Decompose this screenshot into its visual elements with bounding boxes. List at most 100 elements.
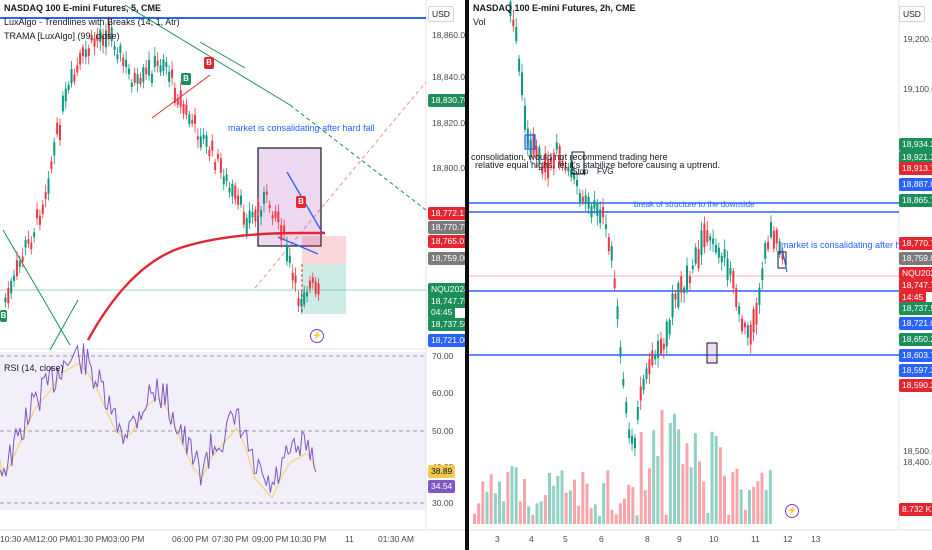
volume-bar — [752, 486, 756, 524]
left-indicator-trama[interactable]: TRAMA [LuxAlgo] (99, close) — [4, 31, 120, 41]
candle-body — [521, 72, 524, 96]
marker-box — [524, 134, 536, 150]
price-label-pill: 18,603.75 — [899, 349, 932, 362]
volume-bar — [748, 489, 751, 524]
price-axis-tick: 18,840.00 — [432, 72, 465, 82]
volume-bar — [693, 433, 697, 524]
candle-body — [13, 275, 16, 281]
candle-body — [194, 114, 197, 124]
volume-bar — [543, 495, 547, 524]
candle-body — [686, 265, 689, 290]
volume-bar — [614, 514, 618, 524]
volume-bar — [527, 506, 531, 524]
volume-bar — [664, 514, 668, 524]
candle-body — [211, 140, 214, 151]
candle-body — [578, 193, 581, 204]
candle-body — [288, 255, 291, 263]
left-chart-canvas[interactable] — [0, 0, 465, 550]
volume-bar — [585, 483, 589, 524]
candle-body — [532, 133, 535, 155]
left-currency-badge[interactable]: USD — [428, 6, 454, 22]
candle-body — [668, 319, 671, 335]
volume-bar — [568, 490, 572, 524]
candle-body — [726, 258, 729, 281]
candle-body — [156, 60, 159, 66]
candle-body — [179, 90, 182, 108]
left-chart-panel[interactable]: NASDAQ 100 E-mini Futures, 5, CME LuxAlg… — [0, 0, 465, 550]
time-axis-tick: 6 — [599, 534, 604, 544]
trendline-blue-lower — [277, 236, 319, 255]
volume-bar — [573, 479, 576, 524]
right-annotation-equal-highs: relative equal highs, let it's stabilize… — [475, 160, 720, 170]
volume-bar — [689, 467, 693, 524]
right-currency-badge[interactable]: USD — [899, 6, 925, 22]
candle-body — [671, 293, 674, 318]
candle-body — [308, 280, 311, 289]
lightning-event-icon[interactable]: ⚡ — [785, 504, 799, 518]
left-indicator-trendlines[interactable]: LuxAlgo - Trendlines with Breaks (14, 1,… — [4, 17, 180, 27]
price-label-pill: 18,830.70 — [428, 94, 465, 107]
left-rsi-label[interactable]: RSI (14, close) — [4, 363, 64, 373]
volume-bar — [714, 436, 718, 524]
price-label-pill: 8.732 K — [899, 503, 932, 516]
time-axis-tick: 01:30 AM — [378, 534, 414, 544]
candle-body — [173, 87, 176, 104]
volume-bar — [552, 485, 556, 524]
candle-body — [602, 206, 605, 218]
price-label-pill: 18,597.25 — [899, 364, 932, 377]
candle-body — [234, 185, 237, 200]
candle-body — [150, 74, 153, 83]
volume-bar — [652, 430, 656, 524]
candle-body — [648, 359, 651, 374]
price-label-pill: 18,721.00 — [899, 317, 932, 330]
candle-body — [36, 209, 39, 219]
price-label-pill: 14:45 — [899, 291, 927, 304]
price-label-pill: 18,765.01 — [428, 235, 465, 248]
right-indicator-vol[interactable]: Vol — [473, 17, 486, 27]
candle-body — [509, 1, 512, 17]
candle-body — [96, 36, 99, 41]
candle-body — [636, 406, 639, 420]
candle-body — [90, 34, 93, 41]
candle-body — [110, 27, 113, 42]
volume-bar — [743, 509, 747, 524]
trendline-green-short — [199, 41, 246, 69]
right-symbol-title[interactable]: NASDAQ 100 E-mini Futures, 2h, CME — [473, 3, 636, 13]
candle-body — [70, 68, 73, 84]
volume-bar — [723, 475, 726, 524]
candle-body — [680, 276, 683, 293]
volume-bar — [643, 490, 647, 524]
time-axis-tick: 13 — [811, 534, 821, 544]
candle-body — [59, 124, 62, 141]
panel-divider[interactable] — [465, 0, 469, 550]
volume-bar — [564, 492, 568, 524]
candle-body — [185, 104, 188, 115]
candle-body — [758, 287, 761, 305]
candle-body — [538, 147, 541, 164]
candle-body — [44, 192, 47, 199]
candle-body — [772, 230, 775, 249]
lightning-event-icon[interactable]: ⚡ — [310, 329, 324, 343]
candle-body — [691, 265, 694, 270]
candle-body — [735, 287, 738, 308]
left-symbol-title[interactable]: NASDAQ 100 E-mini Futures, 5, CME — [4, 3, 162, 13]
candle-body — [61, 95, 64, 112]
rsi-axis-tick: 50.00 — [432, 426, 454, 436]
volume-bar — [577, 505, 581, 524]
volume-bar — [656, 456, 660, 524]
volume-bar — [627, 484, 631, 524]
candle-body — [694, 247, 697, 264]
price-label-pill: 18,747.75 — [899, 279, 932, 292]
candle-body — [549, 157, 552, 163]
candle-body — [64, 88, 67, 102]
right-chart-panel[interactable]: NASDAQ 100 E-mini Futures, 2h, CME Vol U… — [469, 0, 932, 550]
price-label-pill: 18,759.00 — [428, 252, 465, 265]
candle-body — [21, 256, 24, 262]
break-signal-icon: B — [204, 57, 214, 69]
candle-body — [619, 347, 622, 357]
price-label-pill: 04:45 — [428, 306, 456, 319]
volume-bar — [548, 472, 551, 524]
candle-body — [254, 209, 257, 222]
right-chart-canvas[interactable] — [469, 0, 932, 550]
candle-body — [274, 211, 277, 218]
